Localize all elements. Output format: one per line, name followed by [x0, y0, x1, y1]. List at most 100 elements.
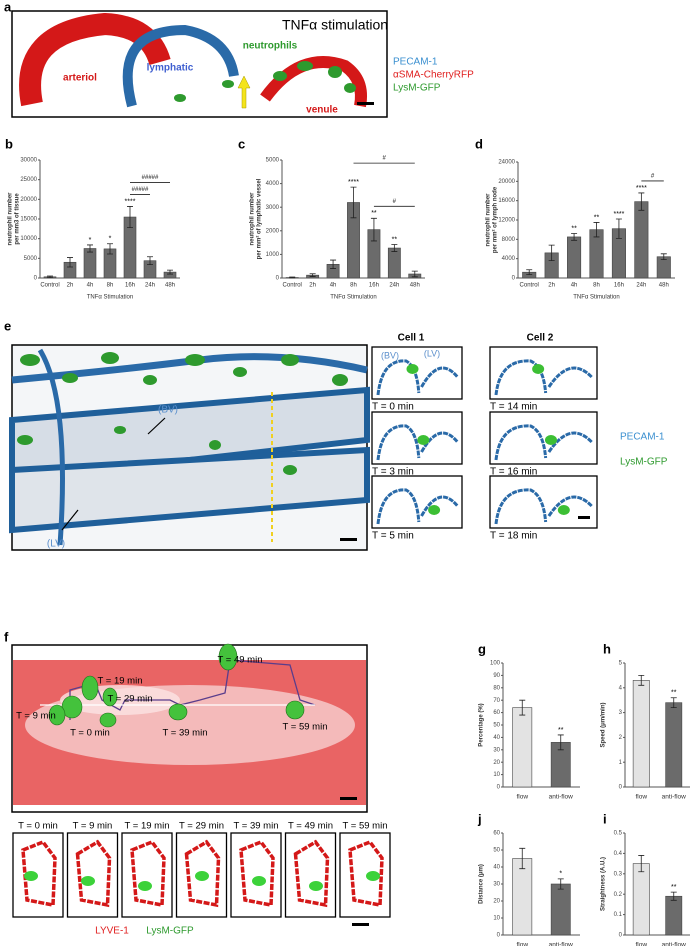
- image-detail: [101, 352, 119, 364]
- y-tick-label: 0: [512, 276, 516, 282]
- vessel: [420, 431, 459, 453]
- vessel: [376, 359, 421, 396]
- y-tick-label: 60: [493, 831, 500, 837]
- neutrophil: [24, 871, 38, 881]
- inset-frame: [371, 411, 463, 465]
- significance: ****: [348, 179, 359, 186]
- vessel: [494, 359, 548, 396]
- panel-label: a: [4, 0, 12, 14]
- y-tick-label: 5000: [266, 158, 280, 164]
- error-bar: [309, 273, 316, 277]
- time-label: T = 5 min: [372, 531, 414, 542]
- neutrophil: [544, 435, 557, 445]
- inset-frame: [371, 475, 463, 529]
- micrograph-a: [11, 10, 388, 118]
- y-tick-label: 20000: [20, 197, 37, 203]
- x-tick-label: anti-flow: [662, 942, 687, 946]
- neutrophil: [138, 881, 152, 891]
- annotation: neutrophils: [243, 41, 298, 52]
- error-bar: [107, 243, 113, 255]
- x-tick-label: flow: [635, 794, 647, 801]
- bar: [634, 201, 649, 279]
- image-detail: [340, 538, 357, 541]
- panel-label: f: [4, 629, 9, 644]
- x-axis-label: TNFα Stimulation: [330, 295, 376, 301]
- bracket-label: #####: [132, 187, 149, 193]
- x-tick-label: 24h: [389, 283, 399, 289]
- error-bar: [571, 233, 578, 241]
- neutrophil: [557, 505, 570, 515]
- scale-bar: [578, 516, 590, 519]
- x-tick-label: 48h: [659, 283, 669, 289]
- error-bar: [330, 259, 337, 269]
- significance: ****: [125, 198, 136, 205]
- image-detail: [9, 446, 370, 534]
- y-axis-label: Distance (μm): [479, 864, 485, 904]
- image-detail: [209, 440, 221, 450]
- significance: **: [671, 690, 677, 697]
- image-detail: [122, 24, 239, 108]
- x-tick-label: 48h: [410, 283, 420, 289]
- time-label: T = 59 min: [343, 821, 388, 832]
- error-bar: [519, 699, 526, 716]
- y-axis-label: neutrophil number: [250, 192, 256, 246]
- y-tick-label: 0.2: [614, 892, 623, 898]
- x-tick-label: 2h: [309, 283, 316, 289]
- image-detail: [9, 386, 370, 484]
- annotation: T = 0 min: [70, 728, 110, 739]
- image-detail: [48, 643, 305, 728]
- error-bar: [593, 222, 600, 238]
- y-tick-label: 0: [619, 933, 623, 939]
- lymphatic-outline: [130, 839, 166, 908]
- image-detail: [283, 465, 297, 475]
- annotation: T = 29 min: [108, 694, 153, 705]
- y-tick-label: 30: [493, 882, 500, 888]
- error-bar: [615, 218, 622, 239]
- x-tick-label: 4h: [330, 283, 337, 289]
- image-detail: [61, 509, 79, 531]
- y-tick-label: 0: [497, 785, 501, 791]
- image-detail: [168, 703, 188, 721]
- lymphatic-outline: [239, 839, 275, 908]
- panel-label: d: [475, 136, 483, 151]
- y-tick-label: 2000: [266, 228, 280, 234]
- time-label: T = 18 min: [490, 531, 537, 542]
- y-tick-label: 60: [493, 710, 500, 716]
- annotation: venule: [306, 105, 338, 116]
- y-tick-label: 0.3: [614, 871, 623, 877]
- chart: g 0 10 20 30 40 50 60 70 80 90 100 Percentage (%) flo…: [478, 641, 580, 801]
- y-tick-label: 90: [493, 673, 500, 679]
- y-tick-label: 15000: [20, 217, 37, 223]
- x-tick-label: 8h: [593, 283, 600, 289]
- image-detail: [99, 712, 117, 728]
- chart: h 0 1 2 3 4 5 Speed (μm/min) flow ** anti-flow: [601, 641, 690, 801]
- error-bar: [87, 244, 93, 253]
- image-detail: [233, 367, 247, 377]
- legend-entry: LysM-GFP: [146, 926, 194, 937]
- chart: i 0 0.1 0.2 0.3 0.4 0.5 Straightness (A.U.) flow…: [601, 811, 690, 946]
- error-bar: [660, 253, 667, 261]
- y-tick-label: 24000: [498, 160, 515, 166]
- y-tick-label: 70: [493, 698, 500, 704]
- panel-label: i: [603, 811, 607, 826]
- image-title: TNFα stimulation: [282, 17, 388, 33]
- lymphatic-outline: [348, 839, 384, 908]
- vessel: [547, 495, 593, 517]
- panel-label: j: [477, 811, 482, 826]
- image-detail: [340, 797, 357, 800]
- y-tick-label: 25000: [20, 177, 37, 183]
- neutrophil: [309, 881, 323, 891]
- error-bar: [167, 269, 173, 275]
- image-detail: [185, 354, 205, 366]
- y-tick-label: 0: [34, 276, 38, 282]
- y-tick-label: 1000: [266, 252, 280, 258]
- image-detail: [17, 352, 348, 475]
- x-axis-label: TNFα Stimulation: [573, 295, 619, 301]
- x-tick-label: anti-flow: [549, 794, 574, 801]
- lymphatic-outline: [293, 839, 330, 908]
- error-bar: [350, 186, 357, 219]
- y-tick-label: 0.1: [614, 912, 623, 918]
- time-label: T = 0 min: [18, 821, 58, 832]
- x-tick-label: flow: [635, 942, 647, 946]
- panel-label: c: [238, 136, 245, 151]
